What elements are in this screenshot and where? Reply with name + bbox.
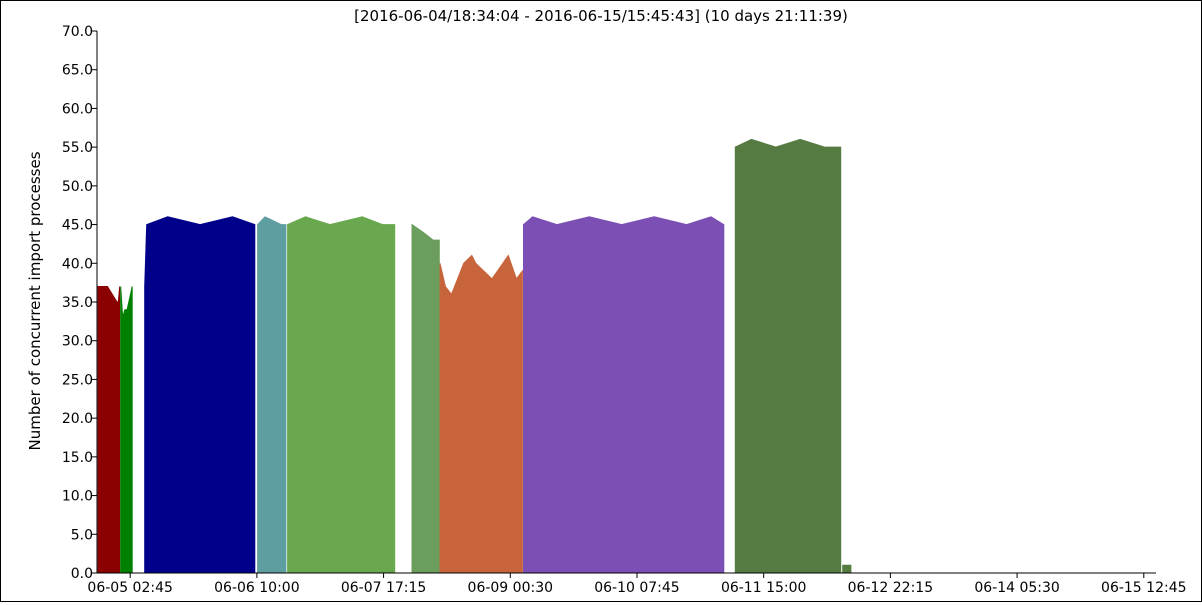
y-tick-label: 20.0	[62, 411, 93, 427]
x-tick-label: 06-09 00:30	[468, 580, 553, 596]
series-6	[411, 223, 440, 574]
x-tick-label: 06-05 02:45	[87, 580, 172, 596]
y-tick-label: 35.0	[62, 295, 93, 311]
y-tick-label: 0.0	[71, 566, 93, 582]
y-tick-label: 45.0	[62, 218, 93, 234]
series-4	[257, 216, 287, 574]
chart-title: [2016-06-04/18:34:04 - 2016-06-15/15:45:…	[354, 7, 848, 25]
series-1-area	[97, 286, 121, 574]
y-tick-label: 25.0	[62, 372, 93, 388]
x-tick-label: 06-06 10:00	[214, 580, 299, 596]
y-tick-label: 55.0	[62, 140, 93, 156]
series-layer	[97, 138, 852, 574]
axes-layer: 0.0 5.0 10.0 15.0 20.0 25.0 30.0 35.0 40.0 45.0 50…	[62, 24, 1187, 596]
series-8-area	[523, 216, 725, 574]
series-10-area	[842, 564, 852, 574]
series-1	[97, 286, 121, 574]
series-8	[523, 216, 725, 574]
y-tick-label: 10.0	[62, 489, 93, 505]
x-tick-label: 06-07 17:15	[341, 580, 426, 596]
series-9	[734, 138, 842, 574]
series-9-area	[734, 138, 842, 574]
x-tick-label: 06-14 05:30	[974, 580, 1059, 596]
y-tick-label: 65.0	[62, 63, 93, 79]
y-tick-label: 15.0	[62, 450, 93, 466]
y-axis-label: Number of concurrent import processes	[26, 151, 44, 450]
series-7-area	[439, 254, 523, 574]
y-tick-label: 40.0	[62, 256, 93, 272]
series-7	[439, 254, 523, 574]
series-10	[842, 564, 852, 574]
y-tick-label: 50.0	[62, 179, 93, 195]
series-3	[144, 216, 256, 574]
series-3-area	[144, 216, 256, 574]
y-tick-label: 30.0	[62, 334, 93, 350]
series-5-area	[287, 216, 396, 574]
series-2	[120, 286, 133, 574]
x-tick-label: 06-10 07:45	[594, 580, 679, 596]
series-6-area	[411, 223, 440, 574]
series-2-area	[120, 286, 133, 574]
series-4-area	[257, 216, 287, 574]
x-tick-label: 06-12 22:15	[848, 580, 933, 596]
x-tick-label: 06-15 12:45	[1101, 580, 1186, 596]
y-tick-label: 70.0	[62, 24, 93, 40]
series-5	[287, 216, 396, 574]
y-tick-label: 5.0	[71, 527, 93, 543]
y-tick-label: 60.0	[62, 101, 93, 117]
x-tick-label: 06-11 15:00	[721, 580, 806, 596]
